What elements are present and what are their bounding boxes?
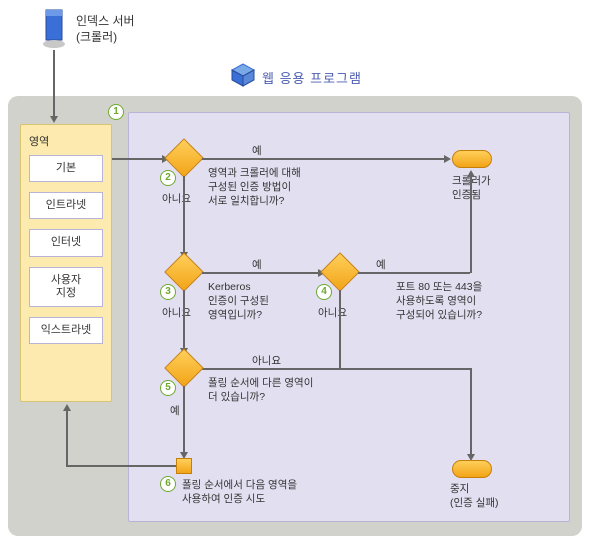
arrow-line <box>358 272 470 274</box>
arrow-head <box>63 404 71 411</box>
arrow-line <box>66 465 176 467</box>
action-6 <box>176 458 192 474</box>
step-1: 1 <box>108 104 124 120</box>
zone-3: 사용자 지정 <box>29 267 103 307</box>
arrow-line <box>66 410 68 466</box>
stop-label: 중지 (인증 실패) <box>450 482 499 510</box>
server-title: 인덱스 서버 <box>76 12 135 29</box>
stop-terminal <box>452 460 492 478</box>
arrow-line <box>202 368 341 370</box>
no-label-4: 아니요 <box>318 306 347 320</box>
flow-container <box>128 112 570 522</box>
arrow-line <box>53 50 55 116</box>
arrow-line <box>470 176 472 273</box>
zone-2: 인터넷 <box>29 229 103 256</box>
step-5: 5 <box>160 380 176 396</box>
arrow-head <box>467 170 475 177</box>
step-4: 4 <box>316 284 332 300</box>
app-title: 웹 응용 프로그램 <box>262 68 362 87</box>
action-6-label: 폴링 순서에서 다음 영역을 사용하여 인증 시도 <box>182 478 297 506</box>
yes-label-4: 예 <box>376 258 386 272</box>
no-label-5: 아니요 <box>252 354 281 368</box>
arrow-line <box>183 290 185 350</box>
diagram-canvas: 인덱스 서버 (크롤러) 웹 응용 프로그램 영역 기본인트라넷인터넷사용자 지… <box>0 0 590 543</box>
question-3: Kerberos 인증이 구성된 영역입니까? <box>208 280 269 323</box>
arrow-line <box>183 386 185 454</box>
zones-panel-title: 영역 <box>21 125 111 155</box>
server-icon <box>40 8 68 50</box>
arrow-line <box>339 290 341 368</box>
zone-4: 익스트라넷 <box>29 317 103 344</box>
arrow-line <box>202 158 446 160</box>
yes-label-3: 예 <box>252 258 262 272</box>
yes-label-5: 예 <box>170 404 180 418</box>
yes-label-2: 예 <box>252 144 262 158</box>
authed-terminal <box>452 150 492 168</box>
arrow-line <box>112 158 164 160</box>
cube-icon <box>230 62 256 88</box>
question-4: 포트 80 또는 443을 사용하도록 영역이 구성되어 있습니까? <box>396 280 482 323</box>
step-3: 3 <box>160 284 176 300</box>
question-5: 폴링 순서에 다른 영역이 더 있습니까? <box>208 376 313 404</box>
arrow-line <box>339 368 470 370</box>
zone-0: 기본 <box>29 155 103 182</box>
arrow-head <box>444 155 451 163</box>
zone-1: 인트라넷 <box>29 192 103 219</box>
arrow-line <box>183 176 185 254</box>
arrow-head <box>50 116 58 123</box>
no-label-2: 아니요 <box>162 192 191 206</box>
arrow-line <box>470 368 472 456</box>
question-2: 영역과 크롤러에 대해 구성된 인증 방법이 서로 일치합니까? <box>208 166 301 209</box>
arrow-line <box>202 272 320 274</box>
zones-panel: 영역 기본인트라넷인터넷사용자 지정익스트라넷 <box>20 124 112 402</box>
step-6: 6 <box>160 476 176 492</box>
server-subtitle: (크롤러) <box>76 28 117 45</box>
no-label-3: 아니요 <box>162 306 191 320</box>
step-2: 2 <box>160 170 176 186</box>
